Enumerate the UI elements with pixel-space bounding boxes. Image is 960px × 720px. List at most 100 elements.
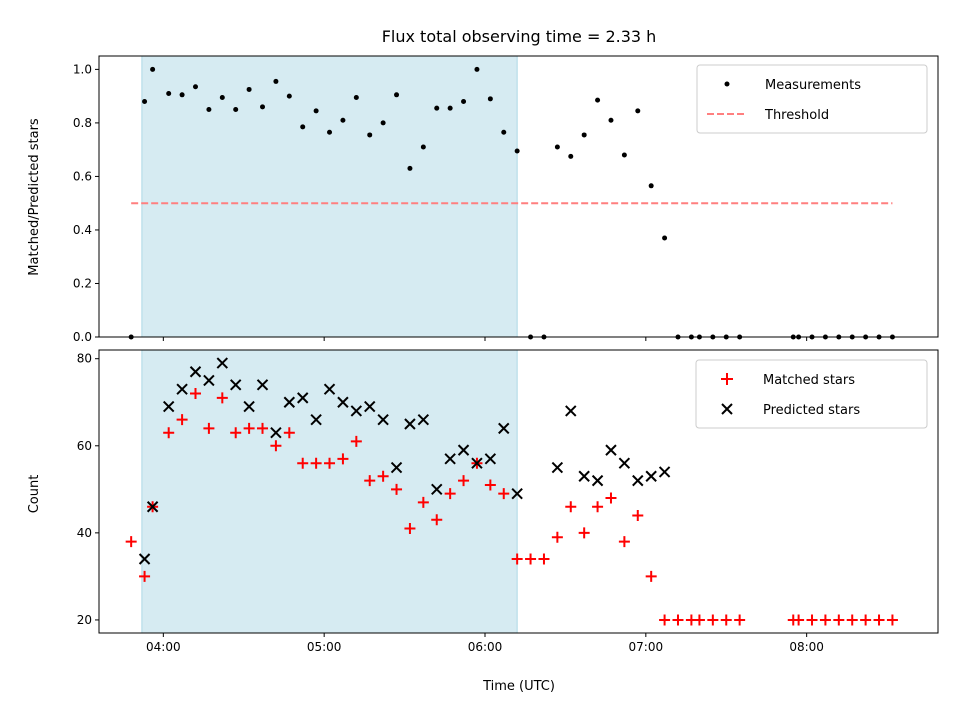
predicted-star-point <box>162 400 175 413</box>
measurement-point <box>514 148 520 154</box>
matched-star-point <box>125 536 137 548</box>
predicted-star-point <box>591 474 604 487</box>
predicted-star-point <box>444 453 456 465</box>
predicted-star-point <box>229 379 242 391</box>
x-tick-label: 04:00 <box>146 640 181 654</box>
top-panel-yticks: 0.0 0.2 0.4 0.6 0.8 1.0 <box>73 62 99 344</box>
matched-star-point <box>819 614 831 626</box>
measurement-point <box>166 90 172 96</box>
matched-star-point <box>511 553 523 565</box>
predicted-star-point <box>457 444 470 456</box>
matched-star-point <box>833 614 845 626</box>
measurement-point <box>621 152 627 158</box>
predicted-star-point <box>605 444 617 456</box>
x-tick-label: 05:00 <box>307 640 342 654</box>
legend-predicted-marker <box>721 403 733 415</box>
top-panel-frame <box>98 55 939 338</box>
predicted-star-point <box>216 357 229 369</box>
predicted-star-point <box>270 427 282 439</box>
measurement-point <box>286 93 292 99</box>
matched-star-point <box>176 414 188 426</box>
measurement-point <box>300 124 306 130</box>
legend-predicted-label: Predicted stars <box>763 403 860 418</box>
bottom-panel-yticks: 20 40 60 80 <box>77 352 99 627</box>
matched-star-point <box>538 553 550 565</box>
measurement-point <box>142 98 148 104</box>
matched-star-point <box>707 614 719 626</box>
measurement-point <box>501 129 507 135</box>
matched-star-point <box>525 553 537 565</box>
matched-star-point <box>377 470 389 482</box>
y-tick-label: 0.0 <box>73 330 92 344</box>
measurement-point <box>461 98 467 104</box>
predicted-star-point <box>658 466 671 478</box>
matched-star-point <box>458 475 470 487</box>
top-panel-xticks <box>162 337 808 341</box>
matched-star-point <box>886 614 898 626</box>
matched-star-point <box>391 483 403 495</box>
matched-star-point <box>873 614 885 626</box>
predicted-star-point <box>632 474 644 487</box>
y-tick-label: 60 <box>77 439 92 453</box>
measurement-point <box>179 92 185 98</box>
predicted-star-point <box>146 501 159 513</box>
predicted-star-point <box>565 405 577 417</box>
predicted-star-point <box>390 461 403 474</box>
matched-star-point <box>310 457 322 469</box>
measurement-point <box>407 165 413 171</box>
y-tick-label: 40 <box>77 526 92 540</box>
predicted-star-point <box>283 396 296 408</box>
predicted-star-point <box>578 470 590 482</box>
top-panel-shade <box>141 55 518 338</box>
predicted-star-point <box>417 413 430 426</box>
matched-star-point <box>270 440 282 452</box>
measurement-point <box>568 153 574 159</box>
matched-star-point <box>632 509 644 521</box>
predicted-star-point <box>551 461 564 474</box>
predicted-star-point <box>377 413 389 426</box>
y-tick-label: 0.8 <box>73 116 92 130</box>
predicted-star-point <box>310 413 322 426</box>
measurement-point <box>260 104 266 110</box>
matched-star-point <box>417 496 429 508</box>
y-tick-label: 0.4 <box>73 223 92 237</box>
matched-star-point <box>659 614 671 626</box>
measurement-point <box>380 120 386 126</box>
predicted-star-point <box>645 470 657 482</box>
predicted-star-point <box>323 383 336 395</box>
bottom-panel-legend: Matched stars Predicted stars <box>695 359 928 429</box>
measurement-point <box>233 107 239 113</box>
matched-star-point <box>444 488 456 500</box>
predicted-star-point <box>471 457 483 469</box>
matched-star-point <box>846 614 858 626</box>
legend-matched-label: Matched stars <box>763 373 855 388</box>
legend-measurements-marker <box>724 81 730 87</box>
x-tick-label: 07:00 <box>629 640 664 654</box>
measurement-point <box>206 107 212 113</box>
top-panel-legend: Measurements Threshold <box>696 64 928 134</box>
matched-star-point <box>720 614 732 626</box>
matched-star-point <box>645 570 657 582</box>
matched-star-point <box>364 475 376 487</box>
chart-title: Flux total observing time = 2.33 h <box>382 27 657 46</box>
matched-star-point <box>337 453 349 465</box>
measurement-point <box>595 97 601 103</box>
matched-star-point <box>605 492 617 504</box>
matched-star-point <box>860 614 872 626</box>
measurement-point <box>554 144 560 150</box>
measurement-point <box>487 96 493 102</box>
matched-star-point <box>297 457 309 469</box>
predicted-star-point <box>138 553 151 565</box>
measurement-point <box>420 144 426 150</box>
top-panel-ylabel: Matched/Predicted stars <box>27 118 42 276</box>
predicted-star-point <box>203 374 215 387</box>
matched-star-point <box>257 422 269 434</box>
measurement-point <box>367 132 373 138</box>
predicted-star-point <box>404 418 416 430</box>
predicted-star-point <box>337 396 349 408</box>
measurement-point <box>313 108 319 114</box>
predicted-star-point <box>256 379 269 391</box>
legend-box <box>695 359 928 429</box>
bottom-panel-marks <box>125 357 898 626</box>
